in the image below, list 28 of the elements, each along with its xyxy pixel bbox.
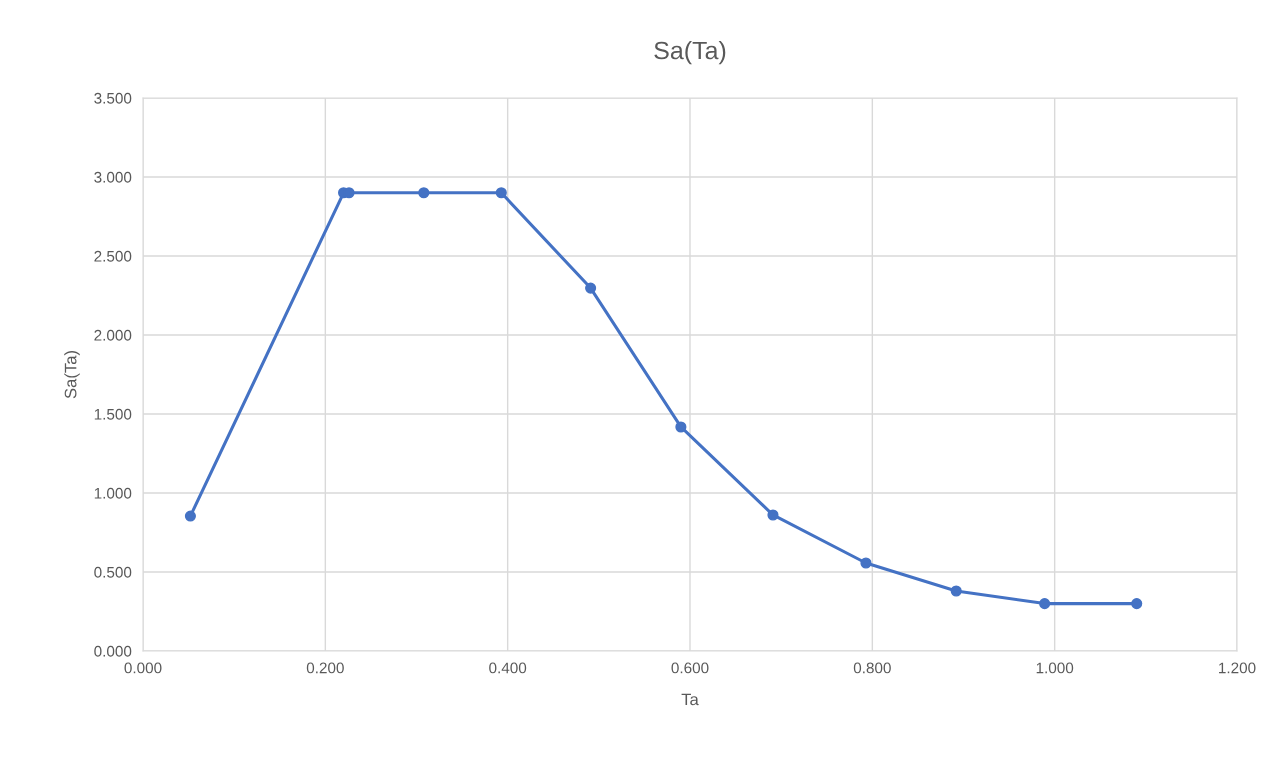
y-tick-label: 1.000 <box>94 487 132 499</box>
y-tick-label: 0.500 <box>94 566 132 578</box>
x-tick-label: 0.600 <box>671 662 709 674</box>
x-tick-label: 1.000 <box>1036 662 1074 674</box>
point <box>184 510 196 522</box>
y-tick-label: 1.500 <box>94 408 132 420</box>
point <box>585 282 597 294</box>
point <box>767 509 779 521</box>
x-axis-title: Ta <box>681 693 699 706</box>
point <box>675 421 687 433</box>
y-tick-label: 3.000 <box>94 171 132 183</box>
x-tick-label: 0.000 <box>124 662 162 674</box>
x-tick-label: 0.400 <box>489 662 527 674</box>
point <box>418 187 430 199</box>
chart-title: Sa(Ta) <box>654 40 726 65</box>
point <box>950 585 962 597</box>
x-tick-label: 1.200 <box>1219 662 1256 674</box>
y-axis-title: Sa(Ta) <box>64 350 80 399</box>
x-tick-label: 0.200 <box>306 662 344 674</box>
y-tick-label: 0.000 <box>94 645 132 657</box>
point <box>495 187 507 199</box>
point <box>1039 598 1051 610</box>
y-tick-label: 2.000 <box>94 329 132 341</box>
point <box>1131 598 1143 610</box>
point <box>860 557 872 569</box>
y-tick-label: 2.500 <box>94 250 132 262</box>
y-tick-label: 3.500 <box>94 92 132 104</box>
x-tick-label: 0.800 <box>853 662 891 674</box>
